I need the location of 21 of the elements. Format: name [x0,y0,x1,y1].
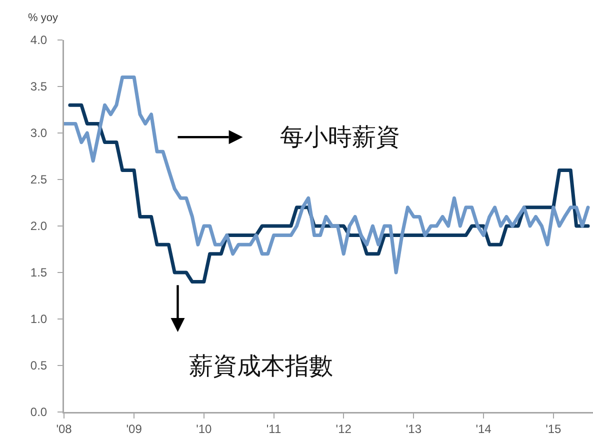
y-tick-label: 3.0 [30,126,48,140]
text: 薪資成本指數 [189,352,333,380]
y-axis-title: % yoy [28,12,58,24]
y-tick-label: 1.0 [30,312,48,326]
x-tick-label: '15 [546,422,562,436]
x-tick-label: '11 [266,422,282,436]
x-tick-label: '12 [336,422,352,436]
y-tick-label: 0.0 [30,405,48,420]
x-tick-label: '09 [126,422,142,436]
y-tick-label: 0.5 [30,358,48,373]
y-tick-label: 2.0 [30,219,48,234]
y-tick-label: 2.5 [30,172,48,187]
x-tick-label: '08 [56,422,72,436]
y-tick-label: 1.5 [30,266,48,280]
x-tick-label: '13 [406,422,422,436]
line-series [64,75,590,274]
y-tick-label: 3.5 [30,80,48,94]
x-tick-label: '14 [476,422,492,436]
x-tick-label: '10 [196,422,212,436]
y-tick-label: 4.0 [30,33,48,48]
text: 每小時薪資 [280,123,400,151]
